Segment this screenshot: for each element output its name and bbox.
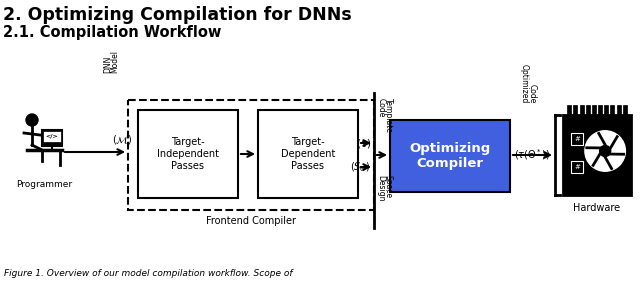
Bar	[611, 105, 614, 115]
Text: Optimized: Optimized	[520, 64, 529, 103]
Text: Hardware: Hardware	[573, 203, 621, 213]
Text: Figure 1. Overview of our model compilation workflow. Scope of: Figure 1. Overview of our model compilat…	[4, 269, 292, 278]
Bar	[43, 131, 61, 142]
Bar	[567, 105, 571, 115]
Text: Programmer: Programmer	[16, 180, 72, 189]
Bar	[586, 105, 589, 115]
Bar	[571, 161, 583, 173]
Text: $(\mathcal{M})$: $(\mathcal{M})$	[112, 134, 132, 147]
Text: $(\tau)$: $(\tau)$	[356, 136, 371, 149]
Text: Space: Space	[383, 175, 392, 198]
Text: #: #	[574, 136, 580, 142]
Text: DNN: DNN	[104, 56, 113, 73]
Bar	[571, 133, 583, 145]
Bar	[563, 115, 631, 195]
Bar	[623, 105, 627, 115]
Bar	[592, 105, 596, 115]
Text: Design: Design	[376, 175, 385, 201]
Text: 2.1. Compilation Workflow: 2.1. Compilation Workflow	[3, 25, 221, 40]
Bar	[604, 105, 608, 115]
Bar	[42, 130, 62, 146]
Bar	[573, 105, 577, 115]
Text: Model: Model	[111, 50, 120, 73]
Bar	[616, 105, 621, 115]
Text: Optimizing
Compiler: Optimizing Compiler	[410, 142, 491, 170]
Text: </>: </>	[45, 134, 58, 138]
Bar	[580, 105, 584, 115]
Text: $(S_\Theta)$: $(S_\Theta)$	[351, 160, 371, 174]
Text: Code: Code	[528, 83, 537, 103]
Text: Target-
Independent
Passes: Target- Independent Passes	[157, 138, 219, 171]
Circle shape	[26, 114, 38, 126]
Circle shape	[600, 145, 611, 156]
Text: 2. Optimizing Compilation for DNNs: 2. Optimizing Compilation for DNNs	[3, 6, 352, 24]
Text: Target-
Dependent
Passes: Target- Dependent Passes	[281, 138, 335, 171]
Text: Frontend Compiler: Frontend Compiler	[206, 216, 296, 226]
Circle shape	[583, 129, 627, 173]
Text: Template: Template	[383, 98, 392, 133]
Bar	[138, 110, 238, 198]
Bar	[128, 100, 374, 210]
Bar	[598, 105, 602, 115]
Bar	[258, 110, 358, 198]
Text: #: #	[574, 164, 580, 170]
Text: $(\tau(\Theta^*))$: $(\tau(\Theta^*))$	[514, 148, 550, 162]
Text: Code: Code	[376, 98, 385, 117]
Bar	[390, 120, 510, 192]
